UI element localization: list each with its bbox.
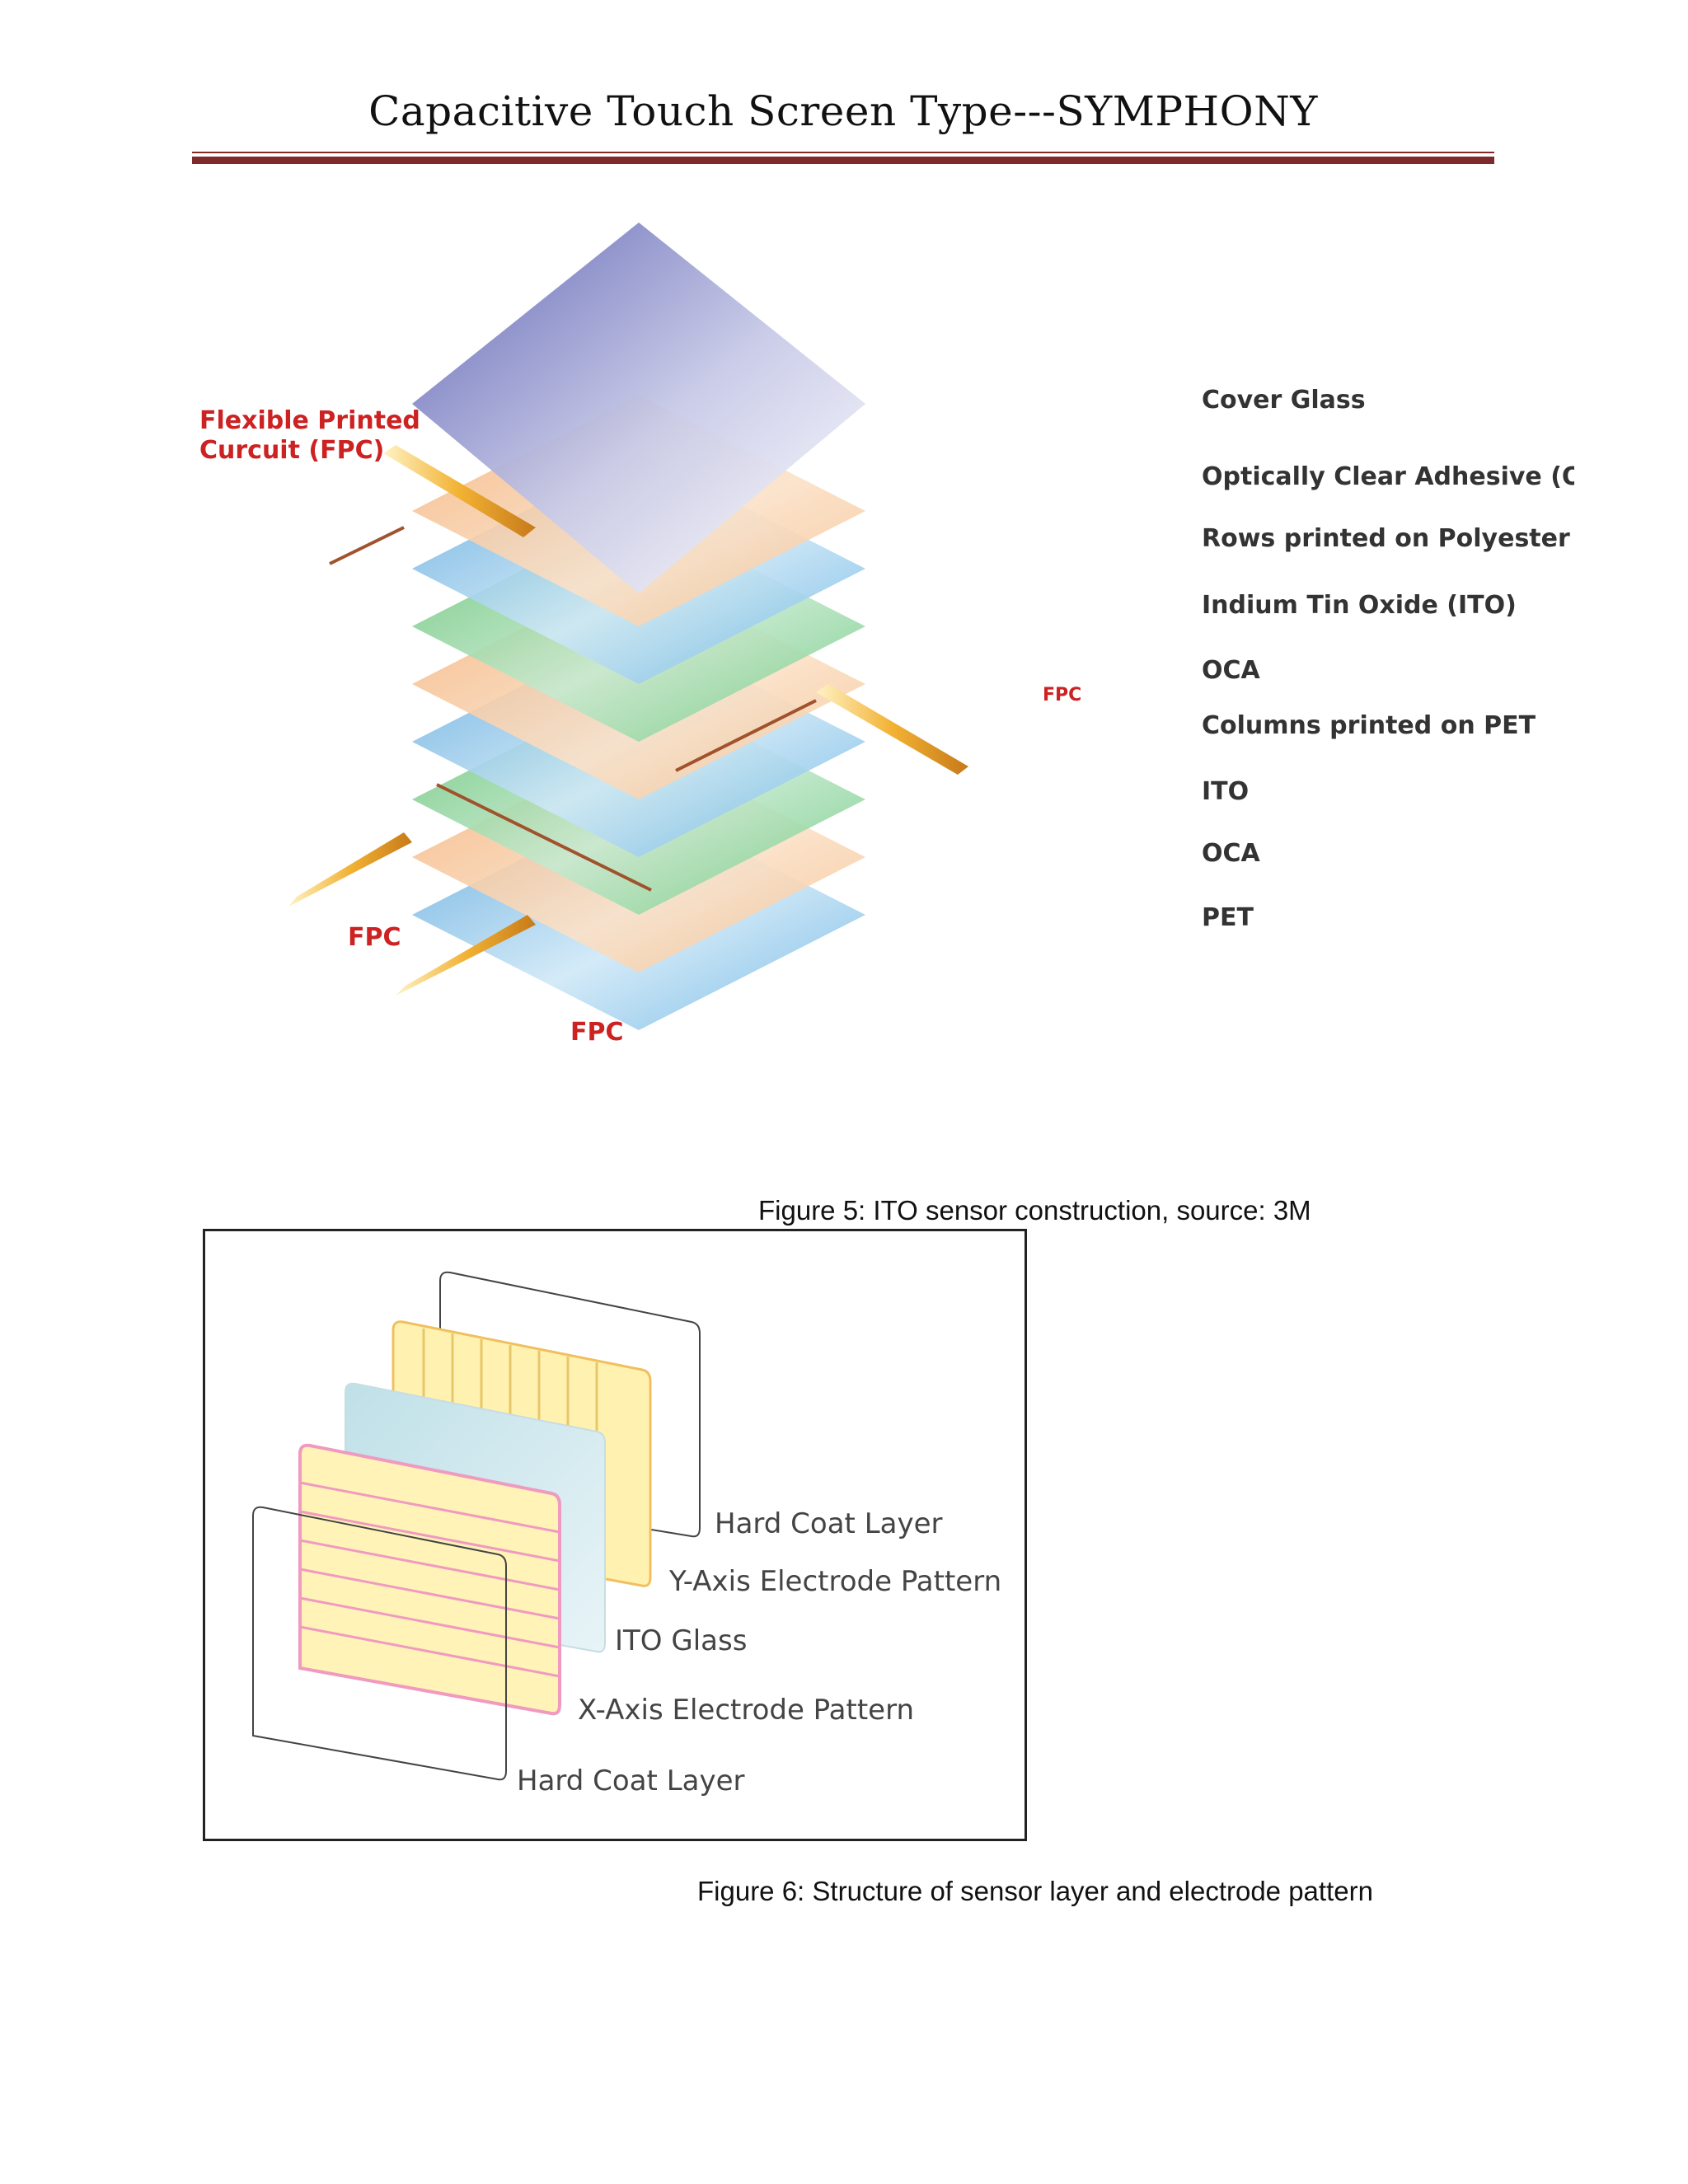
hard-coat-front-icon <box>252 1506 507 1781</box>
label-pet: PET <box>1202 903 1254 932</box>
label-rows-pet: Rows printed on Polyester (PET) <box>1202 524 1574 553</box>
copper-edge-icon <box>436 783 652 892</box>
fpc-tape-icon <box>396 915 536 996</box>
page-title: Capacitive Touch Screen Type---SYMPHONY <box>368 87 1318 135</box>
figure-6-sensor-structure-diagram: Hard Coat Layer Y-Axis Electrode Pattern… <box>252 1271 1001 1797</box>
header-rule-thin <box>192 152 1494 153</box>
x-axis-electrode-icon <box>298 1443 561 1716</box>
label-x-axis-electrode: X-Axis Electrode Pattern <box>578 1694 914 1727</box>
label-hard-coat-back: Hard Coat Layer <box>715 1507 943 1540</box>
label-hard-coat-front: Hard Coat Layer <box>517 1765 745 1797</box>
label-ito-2: ITO <box>1202 777 1249 806</box>
copper-edge-icon <box>675 699 817 772</box>
header-rule-thick <box>192 157 1494 164</box>
label-cover-glass: Cover Glass <box>1202 386 1366 415</box>
fpc-left-label: FPC <box>348 923 401 952</box>
fpc-right-label: FPC <box>1043 685 1081 705</box>
figure-5-caption: Figure 5: ITO sensor construction, sourc… <box>758 1195 1311 1226</box>
label-ito: Indium Tin Oxide (ITO) <box>1202 591 1517 620</box>
fpc-tape-icon <box>288 832 412 907</box>
layer-cover-glass <box>412 223 865 593</box>
label-columns-pet: Columns printed on PET <box>1202 711 1536 740</box>
label-ito-glass: ITO Glass <box>615 1624 747 1657</box>
fpc-title-line2: Curcuit (FPC) <box>199 436 384 465</box>
label-oca: Optically Clear Adhesive (OCA) <box>1202 462 1574 491</box>
label-oca-3: OCA <box>1202 839 1261 868</box>
copper-edge-icon <box>329 526 405 565</box>
fpc-tape-icon <box>383 445 536 537</box>
figure-6-frame: Hard Coat Layer Y-Axis Electrode Pattern… <box>203 1229 1027 1841</box>
fpc-tape-icon <box>816 684 968 775</box>
figure-5-ito-sensor-diagram: Flexible Printed Curcuit (FPC) FPC FPC F… <box>199 223 1574 1047</box>
figure-6-caption: Figure 6: Structure of sensor layer and … <box>697 1876 1373 1906</box>
fpc-bottom-label: FPC <box>570 1018 624 1047</box>
label-oca-2: OCA <box>1202 656 1261 685</box>
label-y-axis-electrode: Y-Axis Electrode Pattern <box>668 1565 1001 1598</box>
fpc-title-line1: Flexible Printed <box>199 406 420 435</box>
